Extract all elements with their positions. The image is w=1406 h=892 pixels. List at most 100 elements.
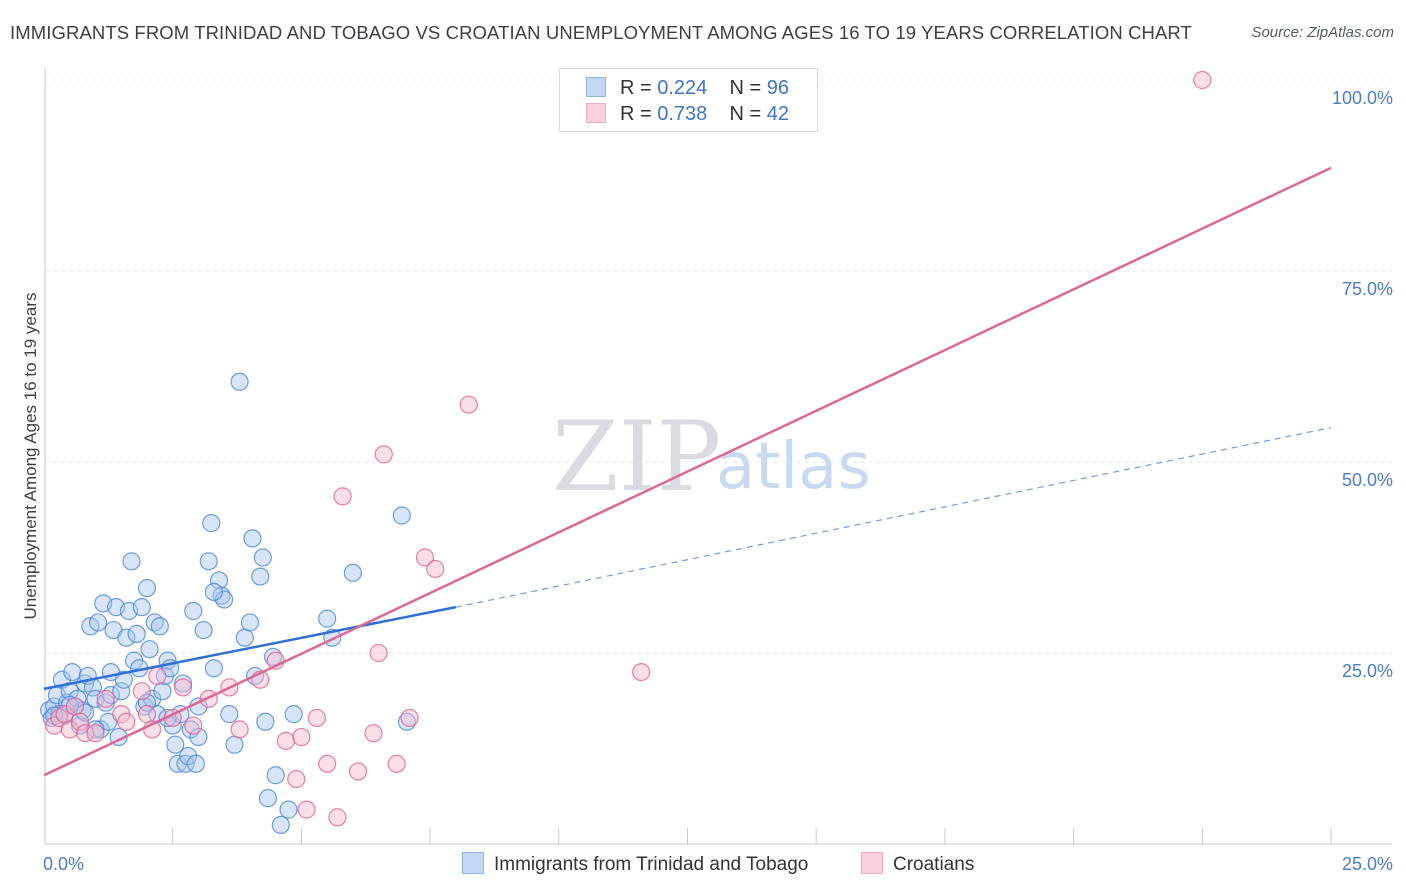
bottom-legend-swatch-trinidad bbox=[462, 852, 484, 874]
data-point bbox=[318, 754, 337, 773]
bottom-legend-label-trinidad: Immigrants from Trinidad and Tobago bbox=[494, 854, 809, 875]
data-point bbox=[415, 548, 435, 567]
data-point bbox=[307, 708, 326, 728]
data-point bbox=[240, 613, 260, 632]
x-tick-label: 25.0% bbox=[1342, 854, 1393, 874]
data-point bbox=[86, 724, 105, 743]
data-point bbox=[276, 731, 296, 750]
data-point bbox=[253, 548, 272, 567]
data-point bbox=[284, 705, 303, 724]
data-point bbox=[112, 682, 131, 701]
legend-n-value-croatians: 42 bbox=[766, 103, 790, 125]
data-point bbox=[292, 727, 311, 747]
data-point bbox=[271, 815, 290, 835]
data-point bbox=[266, 766, 285, 785]
data-point bbox=[333, 487, 352, 506]
data-point bbox=[400, 708, 419, 728]
data-point bbox=[215, 590, 234, 609]
legend-swatch-trinidad bbox=[586, 77, 606, 97]
data-point bbox=[1193, 70, 1212, 90]
data-point bbox=[184, 716, 203, 735]
data-point bbox=[132, 682, 151, 701]
data-point bbox=[65, 697, 84, 716]
legend: R = 0.224 N = 96 R = 0.738 N = 42 bbox=[559, 68, 818, 132]
legend-r-label: R = bbox=[620, 103, 652, 125]
data-point bbox=[251, 567, 270, 586]
data-point bbox=[369, 643, 388, 663]
trend-line-trinidad-extension bbox=[455, 427, 1332, 608]
data-point bbox=[189, 727, 208, 747]
series-croatians-points bbox=[45, 70, 1212, 827]
watermark-atlas: atlas bbox=[716, 430, 871, 504]
data-point bbox=[166, 735, 185, 754]
trend-lines bbox=[43, 166, 1332, 777]
tick-labels: 25.0% 50.0% 75.0% 100.0% 0.0% 25.0% bbox=[43, 88, 1393, 874]
data-point bbox=[230, 720, 249, 739]
data-point bbox=[127, 624, 146, 644]
data-point bbox=[220, 705, 239, 724]
data-point bbox=[137, 578, 157, 598]
trend-line-croatians bbox=[43, 166, 1332, 777]
data-point bbox=[194, 620, 213, 640]
data-point bbox=[204, 582, 223, 601]
data-point bbox=[70, 712, 90, 731]
source-credit: Source: ZipAtlas.com bbox=[1251, 24, 1394, 41]
data-point bbox=[392, 506, 411, 525]
data-point bbox=[76, 724, 95, 743]
data-point bbox=[199, 552, 218, 571]
bottom-legend-label-croatians: Croatians bbox=[893, 854, 975, 875]
data-point bbox=[76, 703, 95, 722]
data-point bbox=[150, 617, 169, 636]
y-tick-label: 50.0% bbox=[1342, 470, 1393, 490]
data-point bbox=[364, 724, 383, 743]
chart-title: IMMIGRANTS FROM TRINIDAD AND TOBAGO VS C… bbox=[10, 22, 1192, 43]
bottom-legend-croatians: Croatians bbox=[861, 852, 974, 876]
data-point bbox=[179, 747, 198, 766]
x-tick-label: 0.0% bbox=[43, 854, 84, 874]
data-point bbox=[204, 659, 223, 678]
axes bbox=[44, 68, 1392, 845]
data-point bbox=[243, 529, 262, 548]
data-point bbox=[235, 628, 254, 647]
data-point bbox=[117, 628, 136, 647]
data-point bbox=[173, 674, 193, 693]
legend-row-croatians: R = 0.738 N = 42 bbox=[586, 103, 789, 129]
legend-n-label: N = bbox=[729, 77, 762, 99]
data-point bbox=[348, 762, 368, 781]
data-point bbox=[632, 662, 651, 682]
data-point bbox=[173, 678, 193, 697]
y-axis-label: Unemployment Among Ages 16 to 19 years bbox=[21, 293, 40, 620]
data-point bbox=[318, 609, 337, 628]
data-point bbox=[225, 735, 244, 754]
data-point bbox=[230, 372, 249, 391]
data-point bbox=[117, 712, 136, 731]
data-point bbox=[426, 559, 445, 579]
bottom-legend-swatch-croatians bbox=[861, 852, 883, 874]
data-point bbox=[184, 601, 203, 621]
data-point bbox=[387, 754, 406, 773]
y-tick-label: 75.0% bbox=[1342, 279, 1393, 299]
data-point bbox=[297, 800, 316, 819]
legend-n-label: N = bbox=[729, 103, 762, 125]
data-point bbox=[202, 514, 221, 533]
data-point bbox=[279, 800, 298, 819]
data-point bbox=[137, 705, 157, 724]
data-point bbox=[186, 754, 205, 773]
bottom-legend-trinidad: Immigrants from Trinidad and Tobago bbox=[462, 852, 808, 876]
data-point bbox=[343, 563, 362, 582]
data-point bbox=[88, 613, 108, 632]
data-point bbox=[168, 754, 187, 773]
data-point bbox=[287, 769, 306, 789]
data-point bbox=[209, 571, 229, 590]
gridlines bbox=[45, 79, 1392, 654]
legend-row-trinidad: R = 0.224 N = 96 bbox=[586, 77, 789, 103]
legend-r-value-trinidad: 0.224 bbox=[657, 77, 708, 99]
data-point bbox=[459, 395, 478, 414]
data-point bbox=[122, 552, 141, 571]
y-tick-label: 100.0% bbox=[1332, 88, 1393, 108]
legend-swatch-croatians bbox=[586, 103, 606, 123]
data-point bbox=[328, 808, 347, 827]
data-point bbox=[140, 640, 159, 659]
y-tick-label: 25.0% bbox=[1342, 661, 1393, 681]
